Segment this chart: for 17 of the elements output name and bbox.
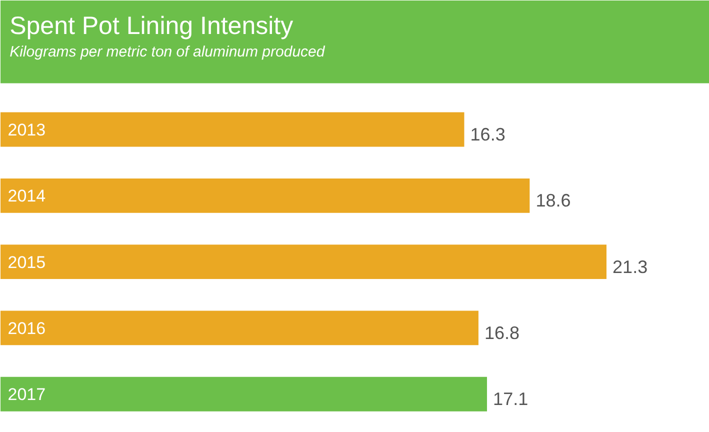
data-label: 16.3	[470, 124, 506, 144]
chart-title: Spent Pot Lining Intensity	[10, 12, 294, 40]
y-tick-label: 2017	[8, 385, 46, 404]
data-label: 16.8	[484, 322, 520, 343]
data-label: 17.1	[493, 389, 528, 410]
bar	[0, 112, 464, 147]
data-label: 18.6	[536, 190, 571, 211]
y-tick-label: 2015	[8, 252, 46, 272]
data-label: 21.3	[612, 256, 648, 277]
bar	[0, 244, 606, 280]
chart-subtitle: Kilograms per metric ton of aluminum produced	[10, 44, 326, 60]
y-tick-label: 2016	[8, 318, 46, 338]
bar	[0, 310, 478, 346]
bar	[0, 376, 487, 412]
y-tick-label: 2014	[8, 186, 46, 206]
y-tick-label: 2013	[8, 120, 46, 140]
bar	[0, 178, 530, 213]
